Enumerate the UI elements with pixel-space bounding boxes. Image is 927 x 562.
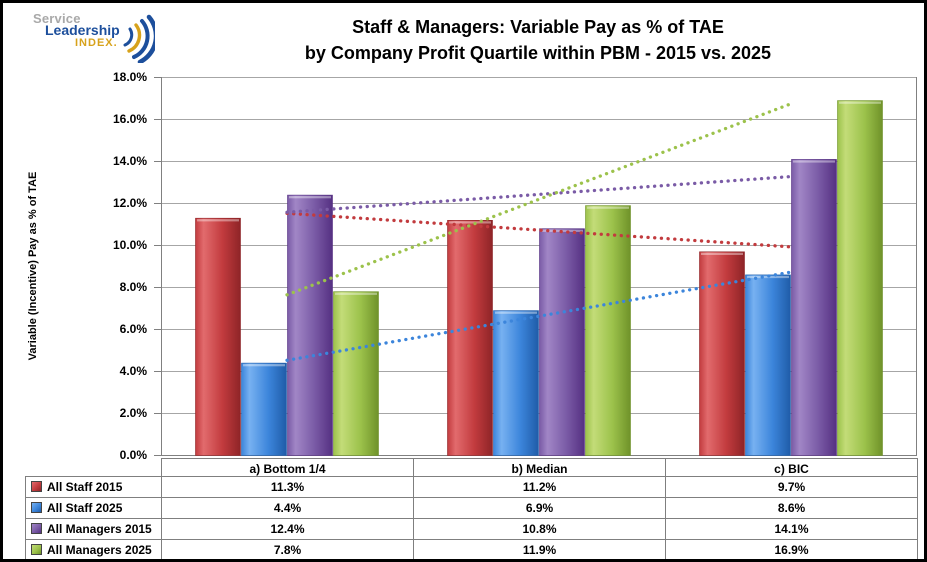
table-value-cell: 11.2% (413, 476, 666, 498)
bar-top-highlight (793, 160, 835, 163)
bar-top-highlight (839, 101, 881, 104)
y-tick-label: 12.0% (112, 196, 147, 210)
y-axis-title: Variable (Incentive) Pay as % of TAE (27, 171, 39, 361)
bar-top-highlight (495, 311, 537, 314)
legend-cell: All Staff 2015 (25, 476, 162, 498)
table-row-all-managers-2015: All Managers 2015 12.4% 10.8% 14.1% (25, 518, 918, 540)
bar-all-managers-2025-b-median (585, 205, 631, 456)
legend-label: All Staff 2025 (47, 501, 123, 515)
legend-cell: All Staff 2025 (25, 497, 162, 519)
table-value-cell: 11.3% (161, 476, 414, 498)
table-value-cell: 7.8% (161, 539, 414, 559)
bar-all-managers-2015-a-bottom-1-4 (287, 194, 333, 456)
table-value-cell: 16.9% (665, 539, 918, 559)
chart-title-line1: Staff & Managers: Variable Pay as % of T… (352, 17, 724, 37)
bar-all-managers-2015-b-median (539, 228, 585, 456)
category-header-cells: a) Bottom 1/4 b) Median c) BIC (161, 458, 918, 480)
y-tick-label: 18.0% (112, 70, 147, 84)
legend-swatch-icon (31, 481, 42, 492)
legend-cell: All Managers 2025 (25, 539, 162, 559)
bar-top-highlight (449, 221, 491, 224)
bar-top-highlight (587, 206, 629, 209)
table-value-cell: 8.6% (665, 497, 918, 519)
trendline-all-staff-2015 (285, 211, 793, 249)
y-tick-label: 2.0% (119, 406, 147, 420)
table-value-cell: 6.9% (413, 497, 666, 519)
bar-top-highlight (243, 364, 285, 367)
bar-all-staff-2015-c-bic (699, 251, 745, 456)
bar-all-staff-2025-b-median (493, 310, 539, 456)
trendline-all-managers-2015 (285, 174, 793, 214)
data-table-body: All Staff 2015 11.3% 11.2% 9.7% All Staff 20… (25, 476, 918, 559)
legend-swatch-icon (31, 544, 42, 555)
bar-top-highlight (289, 196, 331, 199)
chart-title-line2: by Company Profit Quartile within PBM - … (304, 43, 772, 63)
bar-all-managers-2025-a-bottom-1-4 (333, 291, 379, 456)
table-row-all-managers-2025: All Managers 2025 7.8% 11.9% 16.9% (25, 539, 918, 559)
trendline-all-staff-2025 (285, 270, 793, 362)
table-value-cell: 4.4% (161, 497, 414, 519)
table-value-cell: 9.7% (665, 476, 918, 498)
table-value-cell: 12.4% (161, 518, 414, 540)
bar-all-staff-2015-b-median (447, 220, 493, 456)
y-tick-label: 8.0% (119, 280, 147, 294)
bar-all-staff-2025-a-bottom-1-4 (241, 362, 287, 456)
table-value-cell: 10.8% (413, 518, 666, 540)
table-value-cell: 11.9% (413, 539, 666, 559)
legend-swatch-icon (31, 502, 42, 513)
bar-all-staff-2015-a-bottom-1-4 (195, 217, 241, 456)
service-leadership-index-logo: Service Leadership INDEX. (19, 9, 155, 63)
bar-top-highlight (335, 292, 377, 295)
category-header-row: a) Bottom 1/4 b) Median c) BIC (161, 458, 918, 480)
logo-swoosh-icon (123, 14, 155, 63)
y-tick-label: 0.0% (119, 448, 147, 462)
legend-cell: All Managers 2015 (25, 518, 162, 540)
logo-text-service: Service (33, 11, 81, 26)
category-header-a-bottom-1-4: a) Bottom 1/4 (161, 458, 414, 480)
table-row-all-staff-2015: All Staff 2015 11.3% 11.2% 9.7% (25, 476, 918, 498)
bar-all-managers-2025-c-bic (837, 100, 883, 456)
logo-text-leadership: Leadership (45, 22, 120, 38)
y-tick-label: 4.0% (119, 364, 147, 378)
legend-label: All Managers 2025 (47, 543, 152, 557)
plot-area (154, 77, 917, 456)
bar-all-staff-2025-c-bic (745, 274, 791, 456)
legend-swatch-icon (31, 523, 42, 534)
table-value-cell: 14.1% (665, 518, 918, 540)
legend-label: All Staff 2015 (47, 480, 123, 494)
logo-text-index: INDEX. (75, 37, 118, 49)
table-row-all-staff-2025: All Staff 2025 4.4% 6.9% 8.6% (25, 497, 918, 519)
bar-all-managers-2015-c-bic (791, 159, 837, 456)
data-table: All Staff 2015 11.3% 11.2% 9.7% All Staff 20… (25, 476, 918, 559)
y-tick-label: 6.0% (119, 322, 147, 336)
bar-top-highlight (701, 252, 743, 255)
y-tick-label: 10.0% (112, 238, 147, 252)
y-tick-label: 16.0% (112, 112, 147, 126)
chart-title: Staff & Managers: Variable Pay as % of T… (153, 14, 923, 66)
y-tick-label: 14.0% (112, 154, 147, 168)
trendline-all-managers-2025 (285, 102, 793, 297)
bar-top-highlight (197, 219, 239, 222)
y-axis-tick-labels: 18.0% 16.0% 14.0% 12.0% 10.0% 8.0% 6.0% 4.0% 2.0… (61, 70, 151, 465)
legend-label: All Managers 2015 (47, 522, 152, 536)
